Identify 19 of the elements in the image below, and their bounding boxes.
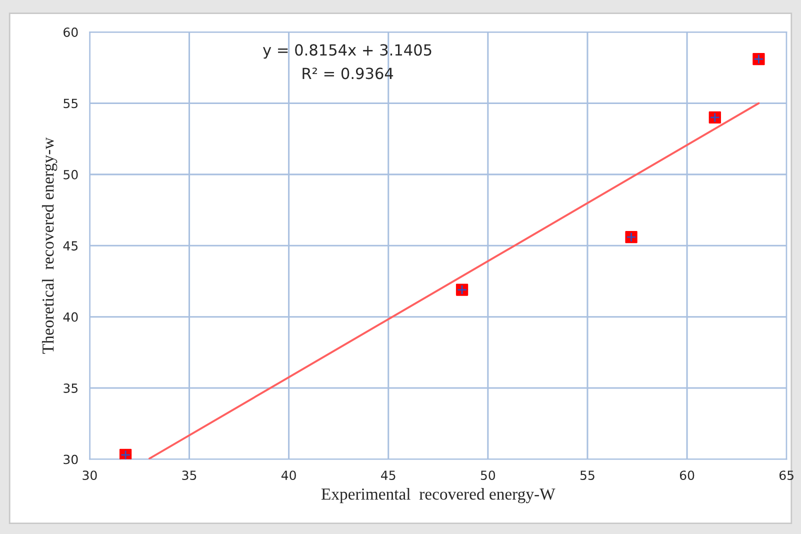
y-tick-label: 45 <box>63 241 78 251</box>
y-tick-label: 55 <box>64 98 78 108</box>
y-tick-label: 40 <box>63 312 78 322</box>
y-axis-title: Theoretical recovered energy-w <box>42 137 58 354</box>
x-tick-label: 40 <box>281 470 296 480</box>
y-tick-label: 50 <box>64 170 78 180</box>
x-tick-label: 65 <box>780 470 794 480</box>
x-axis-title: Experimental recovered energy-W <box>321 488 556 504</box>
y-tick-label: 60 <box>64 28 78 37</box>
x-tick-label: 35 <box>182 470 196 480</box>
y-tick-label: 35 <box>64 384 78 393</box>
x-tick-label: 50 <box>480 470 496 480</box>
annotation: y = 0.8154x + 3.1405 <box>262 44 432 59</box>
x-tick-label: 60 <box>680 470 694 480</box>
x-tick-label: 45 <box>381 470 396 480</box>
x-tick-label: 30 <box>82 470 97 480</box>
x-tick-label: 55 <box>580 470 594 480</box>
annotation: R² = 0.9364 <box>302 68 394 80</box>
y-tick-label: 30 <box>64 454 78 464</box>
